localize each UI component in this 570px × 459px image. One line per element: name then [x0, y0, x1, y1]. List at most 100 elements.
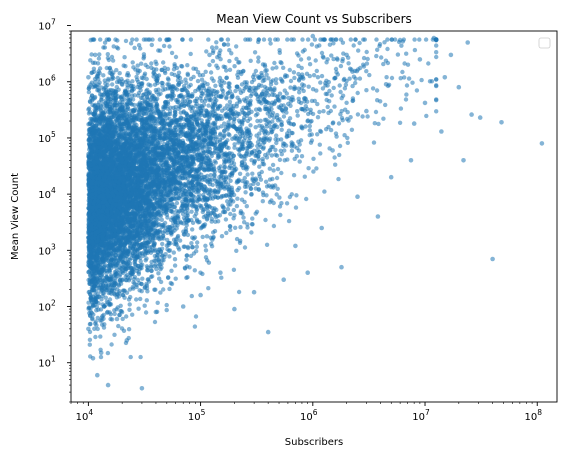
scatter-point: [424, 113, 429, 119]
scatter-point: [223, 217, 229, 222]
scatter-point: [402, 61, 407, 66]
scatter-point: [231, 207, 236, 213]
scatter-point: [286, 119, 291, 124]
scatter-point: [141, 52, 147, 57]
scatter-point: [114, 67, 119, 73]
scatter-point: [241, 215, 246, 220]
scatter-point: [300, 37, 305, 42]
scatter-point: [278, 60, 283, 65]
scatter-point: [331, 120, 336, 125]
scatter-point: [320, 86, 326, 91]
scatter-point: [135, 277, 141, 283]
scatter-point: [314, 68, 319, 74]
scatter-point: [200, 234, 205, 240]
scatter-point: [295, 113, 300, 118]
scatter-point: [365, 56, 370, 62]
scatter-point: [175, 235, 180, 240]
scatter-point: [311, 73, 317, 78]
scatter-point: [278, 212, 283, 218]
scatter-point: [234, 203, 240, 209]
scatter-point: [307, 123, 312, 129]
scatter-point: [159, 161, 164, 166]
scatter-point: [358, 65, 363, 71]
scatter-point: [227, 99, 233, 105]
scatter-point: [199, 77, 205, 82]
scatter-point: [131, 276, 137, 282]
scatter-point: [332, 155, 337, 160]
scatter-point: [270, 66, 275, 71]
scatter-point: [291, 173, 297, 178]
scatter-point: [264, 242, 270, 247]
scatter-point: [267, 166, 272, 171]
scatter-point: [124, 314, 129, 319]
scatter-point: [258, 118, 263, 124]
scatter-point: [208, 70, 214, 75]
scatter-point: [279, 137, 284, 142]
scatter-point: [105, 350, 111, 356]
scatter-point: [127, 302, 132, 307]
scatter-point: [364, 61, 370, 66]
scatter-point: [357, 40, 362, 46]
scatter-point: [270, 162, 276, 168]
scatter-point-cloud: [86, 37, 439, 360]
scatter-point: [218, 57, 223, 62]
scatter-point: [314, 166, 319, 171]
scatter-point: [192, 324, 198, 329]
scatter-point: [195, 78, 201, 84]
scatter-point: [383, 102, 388, 108]
scatter-point: [288, 103, 293, 109]
scatter-point: [105, 55, 111, 61]
scatter-point: [159, 217, 164, 222]
scatter-point: [211, 48, 216, 53]
scatter-point: [365, 114, 370, 119]
scatter-point: [98, 334, 103, 339]
scatter-point: [335, 57, 340, 62]
scatter-point: [235, 84, 240, 89]
scatter-point: [227, 58, 232, 64]
scatter-point: [181, 84, 187, 89]
scatter-point: [185, 232, 191, 238]
scatter-point: [419, 77, 424, 83]
scatter-point: [142, 303, 147, 308]
scatter-point: [109, 54, 115, 60]
scatter-point: [101, 73, 106, 78]
scatter-point: [117, 71, 122, 76]
scatter-point: [253, 68, 259, 74]
scatter-point: [130, 312, 135, 317]
scatter-point: [403, 97, 409, 102]
scatter-point: [282, 148, 287, 153]
scatter-point: [340, 118, 345, 123]
scatter-point: [277, 157, 283, 162]
scatter-point: [373, 109, 379, 115]
scatter-point: [156, 48, 161, 53]
scatter-point: [328, 127, 334, 133]
scatter-point: [239, 197, 245, 202]
scatter-point: [253, 107, 259, 112]
scatter-point: [242, 115, 247, 120]
scatter-point: [237, 171, 243, 176]
scatter-point: [248, 186, 254, 191]
scatter-point: [242, 245, 248, 250]
scatter-point: [225, 103, 230, 108]
scatter-point: [402, 75, 407, 80]
scatter-point: [175, 82, 181, 87]
scatter-point: [287, 67, 292, 73]
scatter-point: [135, 63, 140, 68]
scatter-point: [315, 75, 321, 80]
scatter-point: [161, 60, 166, 65]
scatter-point: [294, 51, 300, 56]
scatter-point: [345, 140, 350, 145]
scatter-point: [257, 164, 262, 169]
scatter-point: [266, 76, 271, 81]
scatter-point: [179, 64, 185, 69]
scatter-point: [189, 293, 194, 299]
scatter-point: [184, 257, 189, 262]
scatter-point: [193, 66, 199, 72]
scatter-point: [315, 115, 321, 120]
scatter-point: [152, 258, 157, 263]
scatter-point: [139, 281, 144, 287]
scatter-point: [434, 54, 439, 60]
scatter-point: [175, 78, 181, 83]
scatter-point: [302, 174, 307, 179]
scatter-point: [286, 218, 292, 224]
